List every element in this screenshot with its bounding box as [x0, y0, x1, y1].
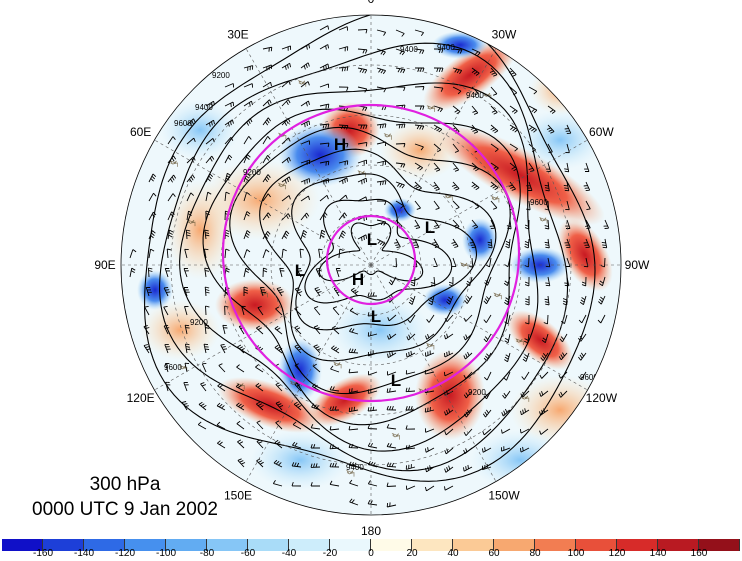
longitude-label: 60E: [130, 125, 151, 139]
low-pressure-center: L: [391, 371, 401, 390]
high-pressure-center: H: [352, 270, 364, 289]
colorbar-segment: [248, 539, 289, 551]
contour-label: 9400: [195, 103, 213, 112]
colorbar-tick-labels: -160 -140 -120 -100 -80 -60 -40 -20 0 20 40 60 80 100…: [0, 548, 742, 561]
colorbar-tick-label: 20: [406, 548, 418, 559]
colorbar-segment: [371, 539, 412, 551]
colorbar-segment: [576, 539, 617, 551]
colorbar-segment: [166, 539, 207, 551]
contour-labels: 9400 940092009600940092009600940092009600…: [164, 43, 598, 472]
colorbar-segment: [207, 539, 248, 551]
colorbar-segment: [43, 539, 84, 551]
longitude-labels: 0 30W 60W 90W 120W 150W 180 150E 120E 90E 60E 30E: [94, 0, 650, 538]
contour-label: 9600: [164, 363, 182, 372]
low-pressure-center: L: [367, 230, 377, 249]
low-pressure-center: L: [371, 307, 381, 326]
contour-label: 9600: [174, 119, 192, 128]
valid-time-label: 0000 UTC 9 Jan 2002: [32, 499, 218, 520]
map-boundary: [120, 14, 622, 516]
colorbar-tick-label: 60: [488, 548, 500, 559]
colorbar-tick-label: -20: [322, 548, 338, 559]
colorbar-tick-label: -100: [155, 548, 177, 559]
colorbar-segment: [2, 539, 43, 551]
polar-map: 9400 940092009600940092009600940092009600…: [94, 0, 650, 538]
colorbar-tick-label: 100: [567, 548, 585, 559]
colorbar-segment: [125, 539, 166, 551]
colorbar-tick-label: 0: [368, 548, 374, 559]
inner-magenta-circle: [325, 214, 417, 306]
longitude-label: 150E: [224, 488, 252, 502]
longitude-label: 120E: [127, 391, 155, 405]
contour-label: 9200: [468, 388, 486, 397]
contour-label: 9400: [346, 463, 364, 472]
map-disk: 9400 940092009600940092009600940092009600…: [121, 15, 621, 515]
colorbar: [2, 539, 740, 551]
contour-label: 9600: [580, 373, 598, 382]
contour-label: 9400: [466, 91, 484, 100]
colorbar-segment: [289, 539, 330, 551]
colorbar-tick-label: 80: [529, 548, 541, 559]
colorbar-segment: [84, 539, 125, 551]
colorbar-tick-label: 160: [690, 548, 708, 559]
low-pressure-center: L: [295, 261, 305, 280]
colorbar-tick-label: 140: [649, 548, 667, 559]
longitude-label: 90E: [94, 258, 115, 272]
colorbar-segment: [535, 539, 576, 551]
colorbar-tick-label: -40: [281, 548, 297, 559]
colorbar-segment: [699, 539, 740, 551]
contour-label: 9200: [212, 71, 230, 80]
contour-label: 9200: [243, 168, 261, 177]
longitude-label: 180: [361, 524, 381, 538]
pressure-level-label: 300 hPa: [89, 474, 161, 495]
contour-label: 9600: [530, 198, 548, 207]
high-pressure-center: H: [334, 135, 346, 154]
anomaly-shading: [137, 31, 613, 490]
colorbar-tick-label: -60: [240, 548, 256, 559]
colorbar-tick-label: -120: [114, 548, 136, 559]
longitude-label: 30E: [227, 28, 248, 42]
longitude-label: 60W: [589, 125, 614, 139]
longitude-label: 0: [368, 0, 375, 6]
colorbar-tick-label: 40: [447, 548, 459, 559]
colorbar-segment: [617, 539, 658, 551]
outer-magenta-circle: [221, 103, 521, 403]
colorbar-segment: [658, 539, 699, 551]
graticule: [121, 15, 621, 515]
colorbar-segment: [412, 539, 453, 551]
colorbar-tick-label: -160: [32, 548, 54, 559]
colorbar-tick-label: -80: [199, 548, 215, 559]
longitude-label: 150W: [488, 488, 520, 502]
colorbar-segment: [494, 539, 535, 551]
low-pressure-center: L: [425, 218, 435, 237]
colorbar-segment: [330, 539, 371, 551]
contour-label: 9200: [190, 318, 208, 327]
colorbar-tick-label: 120: [608, 548, 626, 559]
colorbar-segment: [453, 539, 494, 551]
colorbar-tick-label: -140: [73, 548, 95, 559]
contour-label: 9400: [437, 43, 455, 52]
contour-label: 9400: [400, 45, 418, 54]
longitude-label: 30W: [492, 28, 517, 42]
longitude-label: 90W: [625, 258, 650, 272]
longitude-label: 120W: [586, 391, 618, 405]
